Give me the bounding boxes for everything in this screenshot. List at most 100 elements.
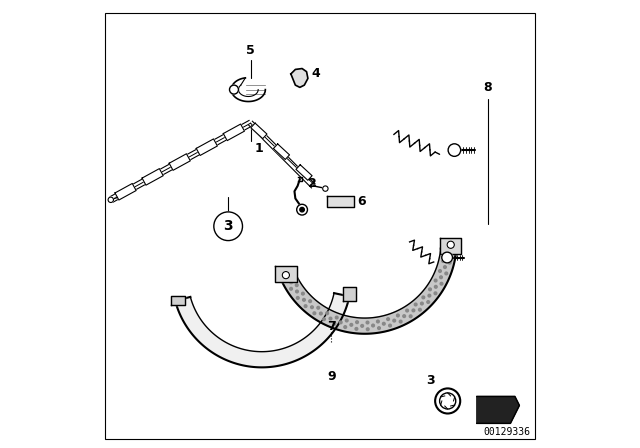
Polygon shape bbox=[169, 154, 190, 170]
Text: 00129336: 00129336 bbox=[484, 427, 531, 437]
Circle shape bbox=[403, 315, 406, 318]
Circle shape bbox=[445, 272, 447, 275]
Polygon shape bbox=[342, 288, 356, 301]
Circle shape bbox=[296, 290, 298, 293]
Polygon shape bbox=[291, 69, 308, 87]
Circle shape bbox=[323, 186, 328, 191]
Circle shape bbox=[397, 314, 399, 317]
Text: 5: 5 bbox=[246, 44, 255, 57]
Circle shape bbox=[319, 312, 322, 315]
Circle shape bbox=[388, 324, 392, 327]
Circle shape bbox=[376, 320, 380, 323]
Circle shape bbox=[393, 319, 396, 322]
Circle shape bbox=[282, 271, 289, 279]
Circle shape bbox=[317, 306, 319, 309]
Circle shape bbox=[406, 309, 408, 312]
Circle shape bbox=[378, 327, 380, 329]
Polygon shape bbox=[115, 184, 136, 200]
Circle shape bbox=[419, 308, 421, 311]
Circle shape bbox=[326, 312, 328, 314]
Text: 9: 9 bbox=[327, 370, 335, 383]
Circle shape bbox=[420, 302, 423, 305]
Circle shape bbox=[335, 316, 338, 319]
Circle shape bbox=[297, 204, 307, 215]
Polygon shape bbox=[477, 396, 520, 423]
Circle shape bbox=[296, 297, 299, 299]
Circle shape bbox=[350, 323, 353, 326]
Polygon shape bbox=[273, 144, 289, 159]
Circle shape bbox=[434, 292, 436, 295]
Circle shape bbox=[435, 388, 460, 414]
Circle shape bbox=[366, 321, 369, 324]
Circle shape bbox=[428, 294, 431, 297]
Circle shape bbox=[440, 276, 442, 279]
Circle shape bbox=[435, 279, 437, 282]
Polygon shape bbox=[296, 165, 312, 180]
Circle shape bbox=[448, 144, 461, 156]
Polygon shape bbox=[440, 238, 461, 254]
Circle shape bbox=[387, 318, 390, 320]
Polygon shape bbox=[278, 249, 456, 334]
Bar bbox=[423, 372, 531, 430]
Circle shape bbox=[383, 323, 385, 325]
Circle shape bbox=[372, 324, 374, 327]
Text: 7: 7 bbox=[327, 320, 335, 333]
Polygon shape bbox=[275, 266, 297, 282]
Circle shape bbox=[303, 298, 305, 301]
Circle shape bbox=[361, 324, 364, 327]
Circle shape bbox=[444, 266, 446, 268]
Circle shape bbox=[412, 309, 415, 312]
Text: 1: 1 bbox=[254, 142, 263, 155]
Circle shape bbox=[440, 393, 456, 409]
Circle shape bbox=[447, 241, 454, 248]
Circle shape bbox=[296, 284, 298, 287]
Circle shape bbox=[108, 197, 113, 202]
Circle shape bbox=[290, 288, 292, 290]
Circle shape bbox=[333, 323, 336, 325]
Circle shape bbox=[230, 85, 239, 94]
Circle shape bbox=[323, 318, 325, 320]
Circle shape bbox=[414, 303, 417, 306]
Polygon shape bbox=[142, 168, 163, 185]
Circle shape bbox=[446, 255, 449, 258]
Circle shape bbox=[304, 305, 307, 307]
Circle shape bbox=[284, 277, 287, 280]
Circle shape bbox=[344, 326, 347, 328]
Circle shape bbox=[291, 275, 293, 277]
Circle shape bbox=[346, 319, 348, 322]
Circle shape bbox=[290, 281, 292, 284]
Circle shape bbox=[410, 315, 412, 318]
Circle shape bbox=[301, 292, 304, 295]
Circle shape bbox=[442, 252, 452, 263]
Text: 3: 3 bbox=[427, 374, 435, 387]
Circle shape bbox=[308, 300, 312, 302]
Circle shape bbox=[339, 321, 342, 324]
Polygon shape bbox=[196, 139, 218, 155]
Circle shape bbox=[355, 327, 358, 330]
Circle shape bbox=[438, 270, 442, 272]
Text: 3: 3 bbox=[223, 219, 233, 233]
Circle shape bbox=[366, 328, 369, 331]
Text: 6: 6 bbox=[357, 195, 366, 208]
Text: 2: 2 bbox=[308, 177, 317, 190]
Circle shape bbox=[449, 261, 451, 264]
Circle shape bbox=[427, 301, 429, 303]
Circle shape bbox=[429, 288, 431, 291]
Circle shape bbox=[422, 296, 425, 299]
Circle shape bbox=[356, 321, 358, 323]
Polygon shape bbox=[251, 123, 267, 139]
Circle shape bbox=[399, 320, 402, 323]
Polygon shape bbox=[171, 297, 185, 306]
Polygon shape bbox=[175, 293, 349, 367]
Circle shape bbox=[214, 212, 243, 241]
Circle shape bbox=[329, 317, 332, 320]
Text: 4: 4 bbox=[311, 66, 320, 80]
Circle shape bbox=[310, 306, 314, 309]
Circle shape bbox=[300, 207, 305, 212]
Circle shape bbox=[440, 282, 443, 285]
Text: 8: 8 bbox=[484, 81, 492, 94]
Polygon shape bbox=[327, 196, 354, 207]
Circle shape bbox=[435, 285, 437, 288]
Circle shape bbox=[313, 312, 316, 314]
Polygon shape bbox=[223, 124, 244, 141]
